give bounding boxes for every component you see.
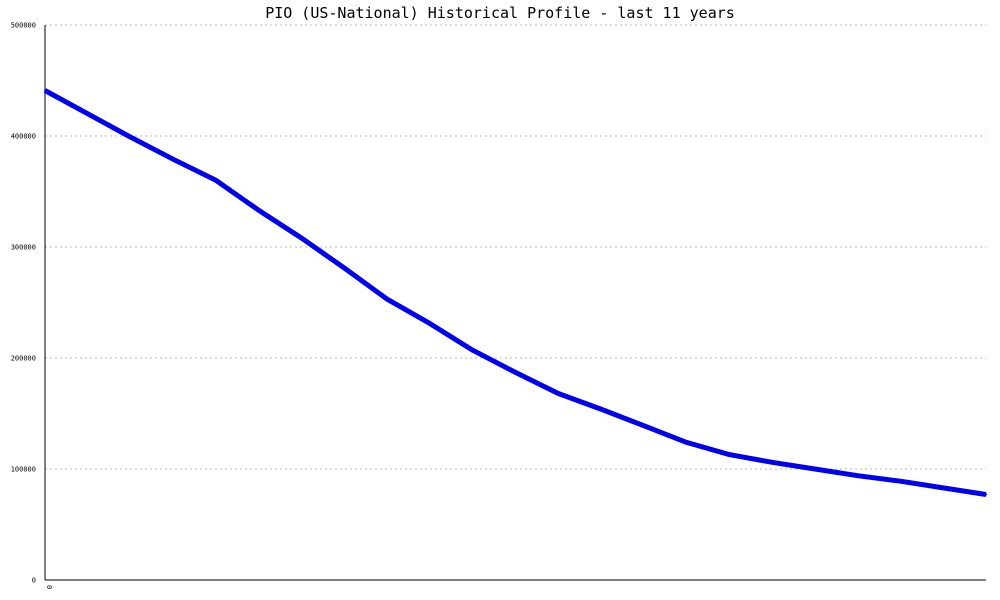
y-tick-label: 200000 — [11, 355, 36, 363]
gridlines — [45, 24, 986, 470]
data-point — [471, 349, 474, 352]
data-point — [44, 89, 46, 92]
data-point — [685, 441, 688, 444]
data-point — [514, 371, 517, 374]
data-point — [129, 136, 132, 139]
x-axis-tick-labels: 0 — [45, 585, 53, 589]
data-point — [172, 158, 175, 161]
data-point — [86, 112, 89, 115]
x-tick-label: 0 — [45, 585, 53, 589]
y-tick-label: 0 — [32, 577, 36, 585]
data-point — [300, 237, 303, 240]
data-point — [942, 486, 945, 489]
data-point — [343, 267, 346, 270]
data-point — [813, 468, 816, 470]
series-layer — [43, 88, 987, 497]
data-point — [642, 424, 645, 427]
data-point — [899, 480, 902, 483]
data-point — [856, 474, 859, 477]
data-point — [557, 392, 560, 395]
y-tick-label: 400000 — [11, 133, 36, 141]
data-point — [985, 493, 987, 496]
data-point — [600, 408, 603, 411]
y-axis-tick-labels: 0 100000 200000 300000 400000 500000 — [11, 22, 36, 585]
axes — [44, 25, 986, 581]
chart-title: PIO (US-National) Historical Profile - l… — [265, 4, 735, 22]
data-point — [215, 179, 218, 182]
data-point — [771, 461, 774, 464]
y-tick-label: 100000 — [11, 466, 36, 474]
data-point — [386, 298, 389, 301]
data-point — [257, 209, 260, 212]
y-tick-label: 300000 — [11, 244, 36, 252]
y-tick-label: 500000 — [11, 22, 36, 30]
data-point — [728, 453, 731, 456]
data-point — [428, 322, 431, 325]
